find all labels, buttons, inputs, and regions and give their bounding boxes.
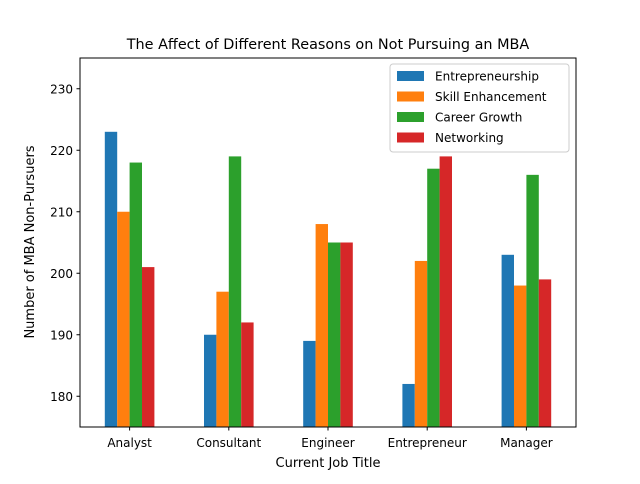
y-axis-label: Number of MBA Non-Pursuers [23, 145, 38, 338]
y-tick-label: 180 [50, 390, 73, 404]
axes-layer: 180 190 200 210 220 230 Analyst Consultant Engin… [50, 57, 577, 450]
bar-skill-enhancement-consultant [216, 291, 229, 427]
legend-box [389, 63, 570, 153]
bars-layer [104, 131, 552, 428]
bar-entrepreneurship-entrepreneur [402, 383, 415, 427]
bar-networking-entrepreneur [439, 156, 452, 427]
bar-skill-enhancement-analyst [117, 211, 130, 427]
x-tick-label: Analyst [107, 436, 152, 450]
y-tick-label: 220 [50, 144, 73, 158]
y-tick-label: 190 [50, 328, 73, 342]
legend-label: Networking [435, 131, 504, 145]
y-tick-label: 230 [50, 82, 73, 96]
bar-career-growth-engineer [328, 242, 341, 427]
bar-career-growth-entrepreneur [427, 168, 440, 427]
x-tick-label: Manager [500, 436, 553, 450]
bar-skill-enhancement-entrepreneur [414, 260, 428, 427]
bar-entrepreneurship-analyst [104, 131, 118, 428]
bar-skill-enhancement-engineer [315, 224, 328, 427]
bar-networking-analyst [142, 267, 155, 427]
bar-entrepreneurship-consultant [204, 334, 217, 427]
legend-label: Entrepreneurship [435, 70, 539, 84]
bar-career-growth-manager [526, 174, 539, 427]
y-tick-label: 210 [50, 205, 73, 219]
bar-entrepreneurship-manager [501, 254, 514, 427]
legend-swatch [397, 71, 424, 81]
bar-networking-manager [538, 279, 552, 427]
x-tick-label: Consultant [196, 436, 261, 450]
legend-label: Career Growth [435, 111, 522, 125]
bar-skill-enhancement-manager [514, 285, 527, 427]
legend-swatch [397, 112, 424, 122]
x-tick-label: Entrepreneur [388, 436, 467, 450]
bar-networking-consultant [241, 322, 254, 427]
legend-swatch [397, 132, 424, 143]
bar-networking-engineer [340, 242, 353, 427]
legend-swatch [397, 91, 424, 102]
legend-label: Skill Enhancement [435, 90, 547, 104]
legend: Entrepreneurship Skill Enhancement Career … [389, 63, 570, 153]
bar-career-growth-consultant [228, 156, 242, 427]
y-tick-label: 200 [50, 267, 73, 281]
bar-entrepreneurship-engineer [303, 340, 316, 427]
chart-title: The Affect of Different Reasons on Not P… [126, 37, 530, 53]
x-axis-label: Current Job Title [276, 456, 381, 471]
x-tick-label: Engineer [301, 436, 355, 450]
bar-career-growth-analyst [129, 162, 142, 428]
